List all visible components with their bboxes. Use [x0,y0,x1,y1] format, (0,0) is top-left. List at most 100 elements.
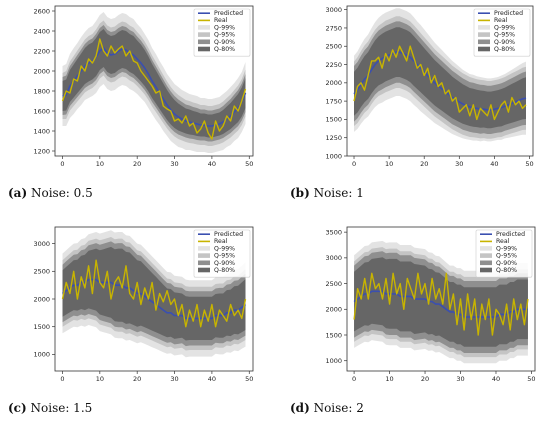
legend-label: Q-80% [214,46,235,53]
legend-label: Q-99% [214,24,235,31]
x-tick-label: 10 [385,160,393,168]
legend-label: Q-90% [494,39,515,46]
x-tick-label: 0 [60,160,64,168]
legend-label: Predicted [214,10,243,17]
legend-label: Real [214,238,228,245]
x-tick-label: 40 [492,375,500,383]
legend-label: Q-90% [496,260,517,267]
y-tick-label: 2000 [33,295,50,303]
legend-label: Predicted [496,231,525,238]
panel-noise-1-5: 0 10 20 30 40 50 1000 1500 2000 2500 3000 Predicted… [0,213,275,426]
caption-text: Noise: 0.5 [30,186,93,200]
caption-text: Noise: 1 [313,186,364,200]
series-line-predicted [353,51,527,111]
legend-swatch [478,32,490,37]
y-tick-label: 2000 [325,79,342,87]
x-tick-label: 50 [525,160,533,168]
series-line-real [61,38,247,140]
legend-label: Q-95% [214,32,235,39]
legend-label: Q-95% [494,32,515,39]
legend-swatch [198,253,210,258]
x-tick-label: 0 [352,160,356,168]
y-tick-label: 1200 [33,147,50,155]
x-tick-label: 30 [170,375,178,383]
legend-swatch [198,25,210,30]
y-tick-label: 2200 [33,47,50,55]
y-tick-label: 2500 [33,268,50,276]
legend-label: Q-90% [214,260,235,267]
caption-text: Noise: 2 [313,401,364,415]
panel-label: (b) [290,186,310,200]
legend-label: Q-90% [214,39,235,46]
caption: (a) Noise: 0.5 [8,186,93,200]
caption: (c) Noise: 1.5 [8,401,92,415]
legend-label: Q-99% [496,245,517,252]
x-tick-label: 20 [420,160,428,168]
chart-svg: 0 10 20 30 40 50 1000 1500 2000 2500 3000 3500 Predi… [325,226,536,383]
legend-label: Real [496,238,510,245]
y-tick-label: 1000 [325,152,342,160]
legend-label: Real [494,17,508,24]
y-tick-label: 1000 [33,351,50,359]
y-tick-label: 3000 [325,6,342,14]
legend-swatch [480,246,492,251]
legend-swatch [198,267,210,273]
legend-swatch [198,39,210,45]
legend-label: Q-99% [214,245,235,252]
y-tick-label: 1000 [325,357,342,365]
x-tick-label: 30 [456,375,464,383]
legend-label: Q-99% [494,24,515,31]
y-tick-label: 2600 [33,7,50,15]
x-tick-label: 10 [96,160,104,168]
y-tick-label: 2400 [33,27,50,35]
y-tick-label: 1500 [325,116,342,124]
legend-swatch [480,260,492,266]
x-tick-label: 30 [170,160,178,168]
panel-label: (c) [8,401,27,415]
legend-swatch [480,267,492,273]
legend-swatch [198,32,210,37]
x-tick-label: 10 [385,375,393,383]
y-tick-label: 3000 [33,240,50,248]
y-tick-label: 1400 [33,127,50,135]
legend-swatch [198,46,210,52]
x-tick-label: 30 [455,160,463,168]
x-tick-label: 50 [245,375,253,383]
band-q-80 [354,257,528,347]
x-tick-label: 40 [490,160,498,168]
series-line-real [353,45,527,121]
legend-label: Q-80% [496,267,517,274]
y-tick-label: 3000 [325,254,342,262]
caption: (b) Noise: 1 [290,186,364,200]
x-tick-label: 40 [208,375,216,383]
x-tick-label: 20 [133,160,141,168]
series-line-real [61,259,247,328]
x-tick-label: 10 [96,375,104,383]
chart-svg: 0 10 20 30 40 50 1000 1250 1500 1750 2000 2250 2500 2… [325,5,534,168]
y-tick-label: 2000 [325,306,342,314]
legend-swatch [198,246,210,251]
chart-svg: 0 10 20 30 40 50 1200 1400 1600 1800 2000 2200 2400 2… [33,5,253,168]
series-line-predicted [62,278,246,320]
y-tick-label: 1500 [33,323,50,331]
legend-swatch [478,46,490,52]
x-tick-label: 20 [133,375,141,383]
legend-swatch [198,260,210,266]
legend-swatch [478,25,490,30]
legend-swatch [480,253,492,258]
caption: (d) Noise: 2 [290,401,364,415]
panel-noise-2: 0 10 20 30 40 50 1000 1500 2000 2500 3000 3500 Predi… [275,213,550,426]
y-tick-label: 2250 [325,61,342,69]
x-tick-label: 0 [60,375,64,383]
y-tick-label: 2000 [33,67,50,75]
x-tick-label: 50 [245,160,253,168]
axes-frame [346,226,536,372]
panel-noise-1: 0 10 20 30 40 50 1000 1250 1500 1750 2000 2250 2500 2… [275,0,550,213]
series-line-real [353,272,529,336]
y-tick-label: 3500 [325,228,342,236]
panel-label: (d) [290,401,310,415]
